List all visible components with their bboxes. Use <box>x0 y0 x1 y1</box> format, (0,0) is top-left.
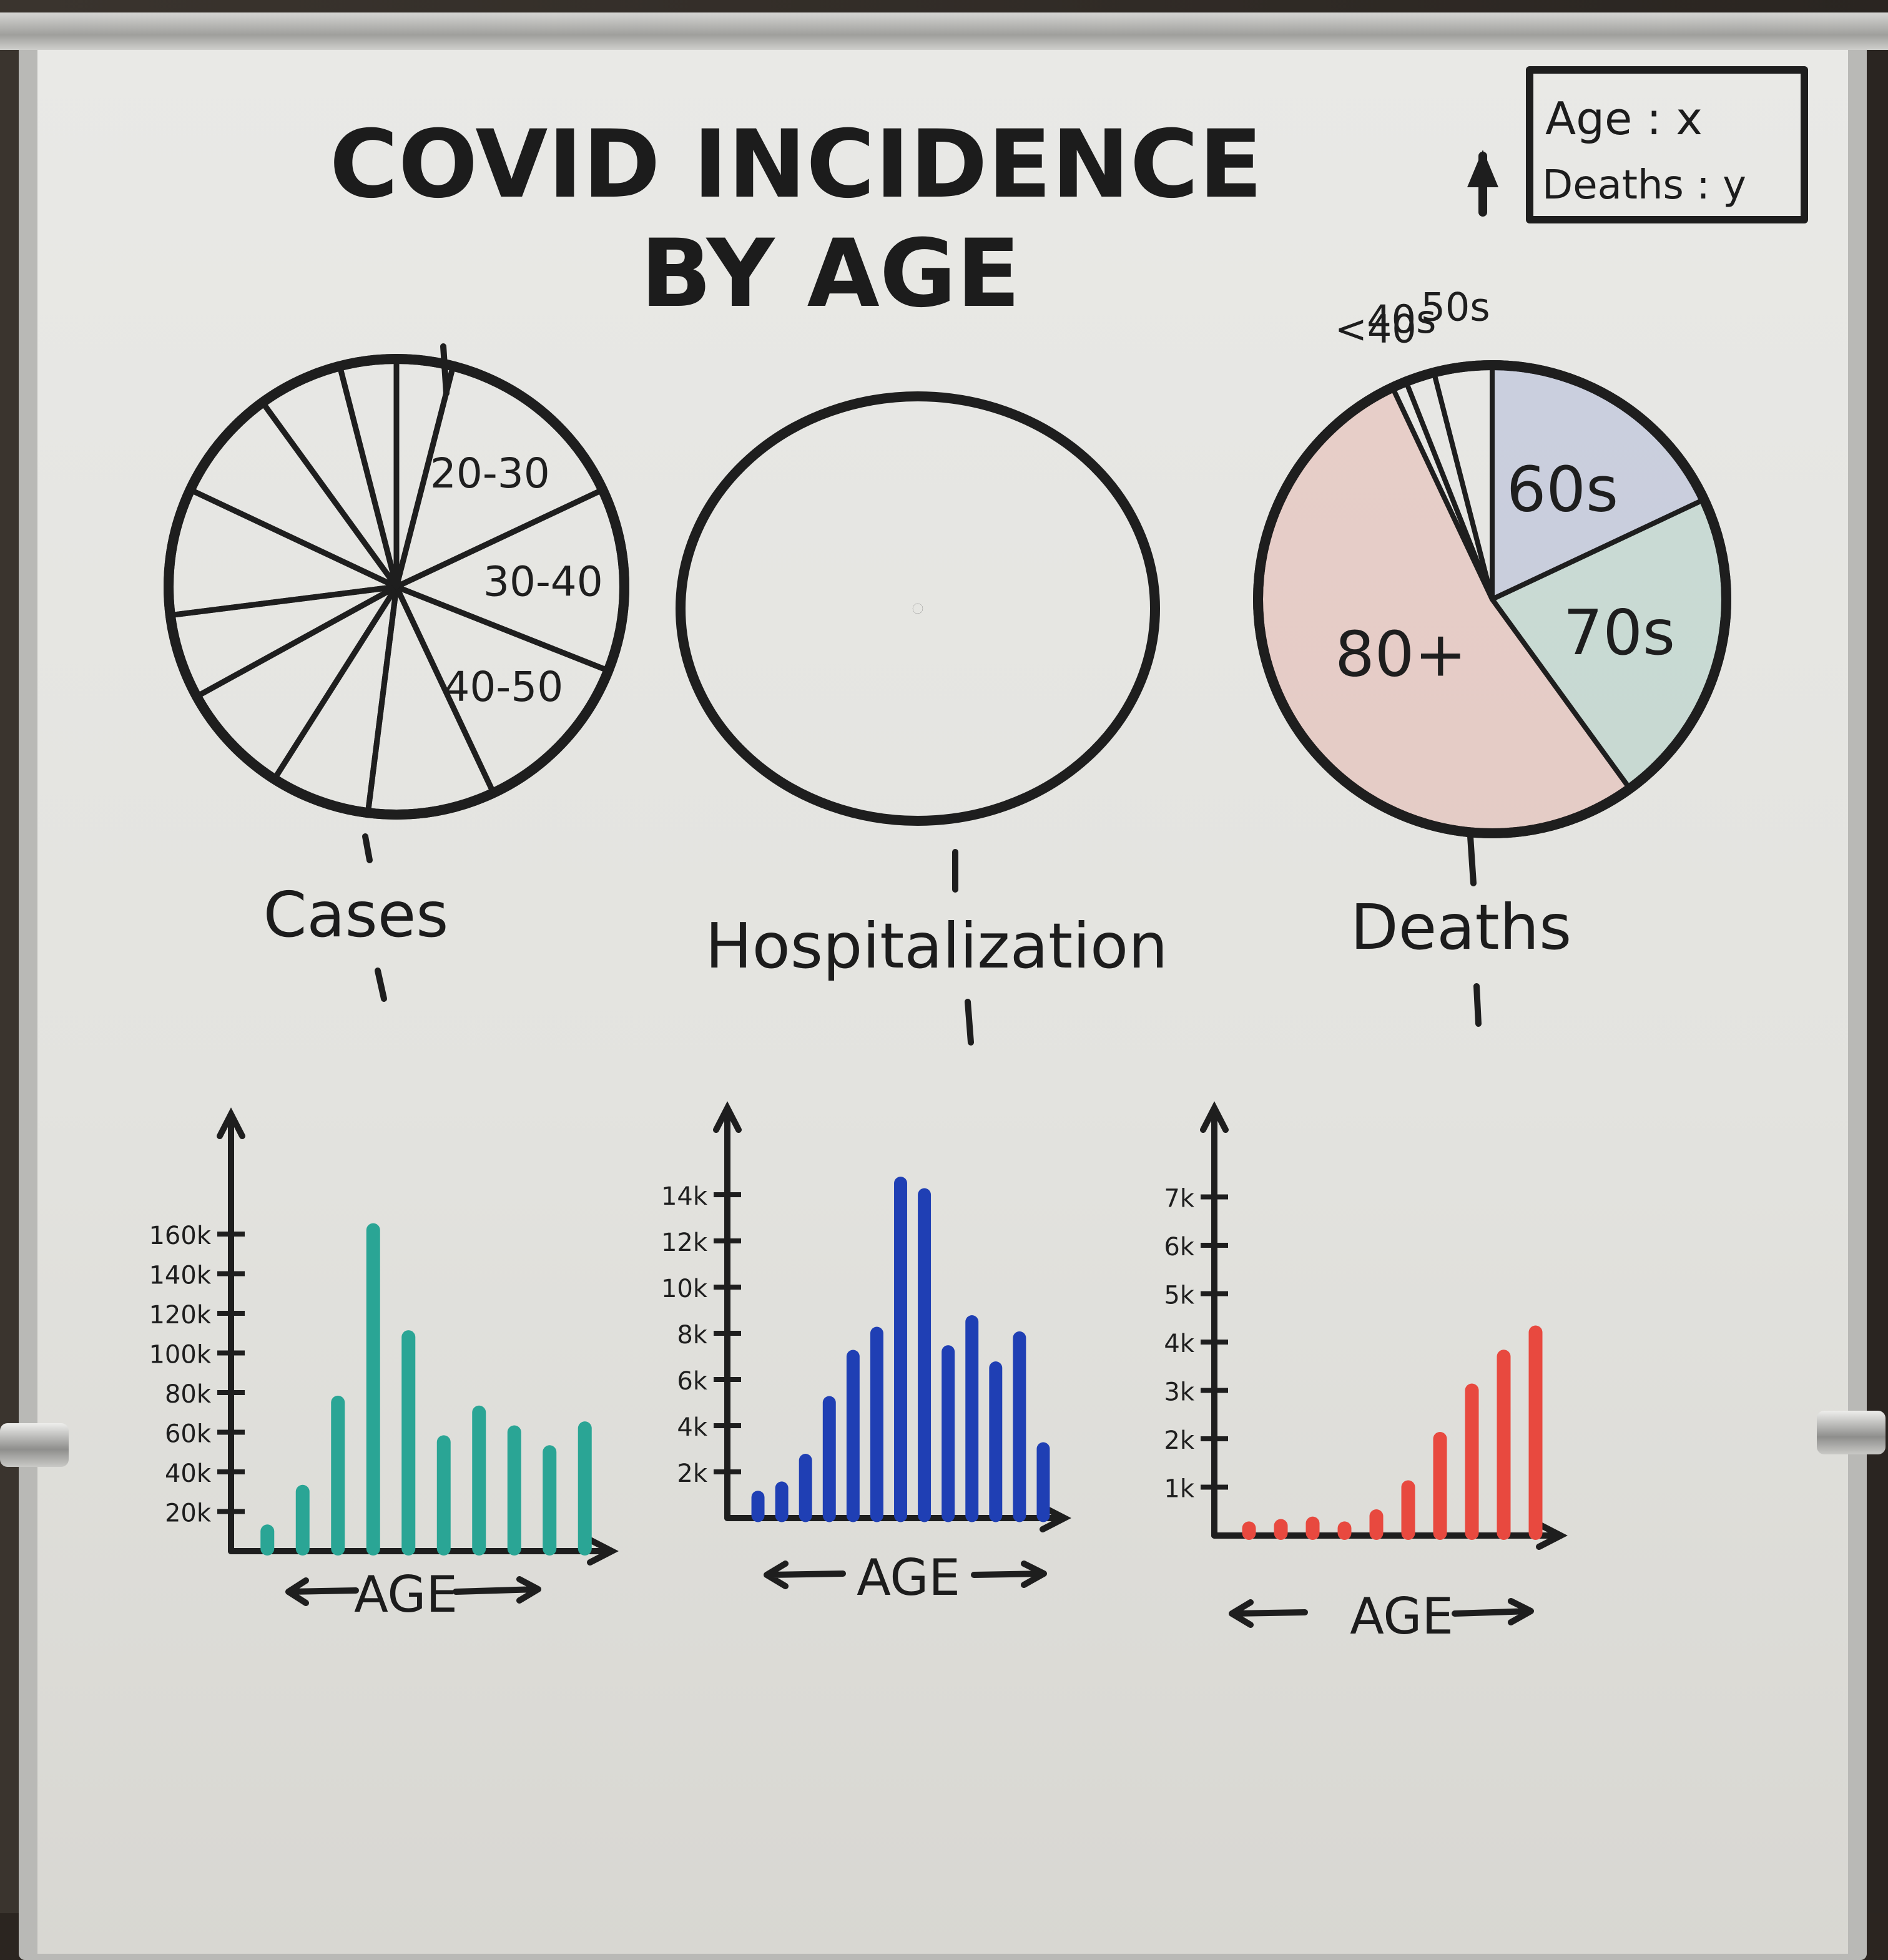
cases-slice-label-0: 20-30 <box>430 449 550 497</box>
deaths-slice-label-3: 60s <box>1507 453 1618 526</box>
y-tick-label: 20k <box>165 1499 212 1528</box>
up-arrow-icon <box>1467 150 1498 212</box>
deaths-slice-label-2: 50s <box>1420 285 1490 330</box>
y-axis <box>716 1108 739 1518</box>
y-tick-label: 4k <box>1164 1330 1194 1358</box>
whiteboard-drawing: COVID INCIDENCE BY AGE Age : x Deaths : … <box>0 0 1888 1913</box>
cases-label: Cases <box>263 878 449 951</box>
title-line2: BY AGE <box>641 220 1021 328</box>
y-tick-label: 40k <box>165 1459 212 1488</box>
y-tick-label: 12k <box>661 1228 708 1257</box>
age-label-cases: AGE <box>288 1566 538 1624</box>
y-tick-label: 4k <box>677 1413 707 1442</box>
cases-slice-label-1: 30-40 <box>483 558 603 606</box>
y-tick-label: 100k <box>149 1341 211 1370</box>
y-tick-label: 140k <box>149 1262 211 1290</box>
age-text-cases: AGE <box>354 1566 458 1624</box>
deaths-label: Deaths <box>1350 891 1572 964</box>
y-tick-label: 160k <box>149 1222 211 1250</box>
pie-slice-8 <box>169 490 396 615</box>
y-tick-label: 8k <box>677 1321 707 1350</box>
y-tick-label: 14k <box>661 1182 708 1211</box>
bar-chart-cases: 20k 40k 60k 80k 100k 120k 140k 160k <box>149 1114 612 1562</box>
y-axis <box>220 1114 242 1551</box>
pie-cases: 20-30 30-40 40-50 <box>169 346 624 815</box>
y-tick-label: 10k <box>661 1275 708 1303</box>
y-tick-label: 60k <box>165 1420 212 1449</box>
y-tick-label: 3k <box>1164 1378 1194 1407</box>
y-tick-label: 7k <box>1164 1185 1194 1213</box>
age-text-deaths: AGE <box>1350 1587 1453 1645</box>
deaths-slice-label-5: 80+ <box>1335 618 1467 691</box>
pie-slice-11 <box>340 359 396 587</box>
y-tick-label: 120k <box>149 1301 211 1330</box>
y-tick-label: 80k <box>165 1380 212 1409</box>
age-label-hospitalization: AGE <box>767 1549 1044 1607</box>
age-text-hospitalization: AGE <box>857 1549 960 1607</box>
pie-slice-9 <box>190 403 396 587</box>
title-line1: COVID INCIDENCE <box>330 110 1263 219</box>
y-tick-label: 6k <box>677 1367 707 1396</box>
y-axis <box>1203 1108 1226 1536</box>
deaths-slice-label-4: 70s <box>1563 596 1675 669</box>
y-tick-label: 2k <box>677 1459 707 1488</box>
cases-slice-label-2: 40-50 <box>443 663 563 711</box>
y-tick-label: 2k <box>1164 1426 1194 1455</box>
age-label-deaths: AGE <box>1232 1587 1531 1645</box>
y-tick-label: 1k <box>1164 1475 1194 1504</box>
y-tick-label: 6k <box>1164 1233 1194 1262</box>
pie-hospitalization <box>681 396 1155 821</box>
bar-chart-deaths: 1k 2k 3k 4k 5k 6k 7k <box>1164 1108 1561 1547</box>
hospitalization-label: Hospitalization <box>705 909 1168 982</box>
y-tick-label: 5k <box>1164 1281 1194 1310</box>
legend-line2: Deaths : y <box>1542 162 1746 208</box>
bar-chart-hospitalization: 2k 4k 6k 8k 10k 12k 14k <box>661 1108 1064 1529</box>
legend-line1: Age : x <box>1545 92 1703 145</box>
